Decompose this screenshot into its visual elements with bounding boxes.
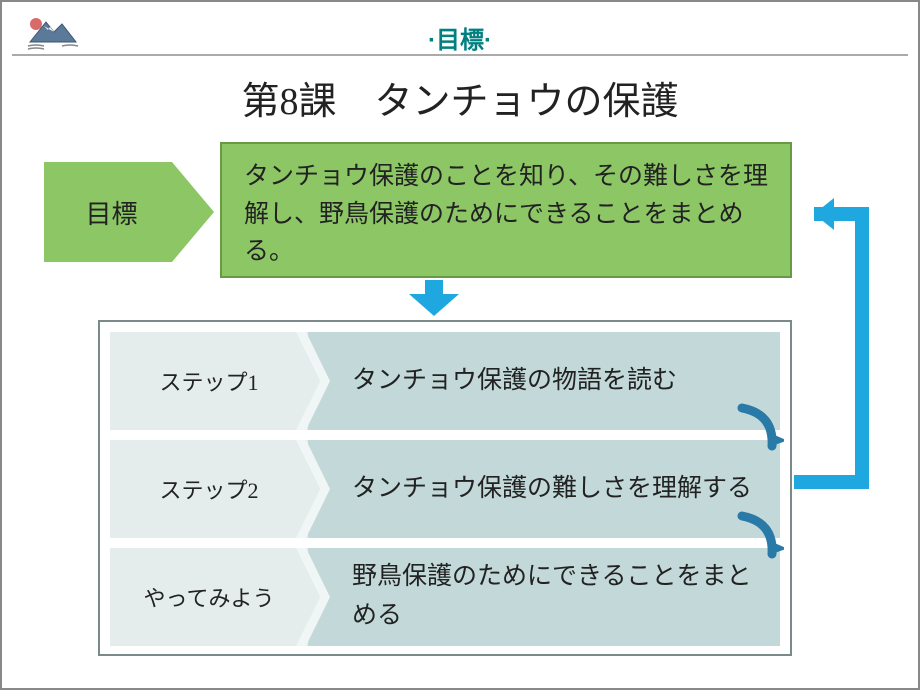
curve-arrow-icon <box>722 510 784 572</box>
step-description: タンチョウ保護の物語を読む <box>338 332 780 430</box>
chevron-right-icon <box>308 440 338 538</box>
down-arrow-icon <box>409 280 459 316</box>
step-row: ステップ2 タンチョウ保護の難しさを理解する <box>110 440 780 538</box>
lesson-title: 第8課 タンチョウの保護 <box>2 70 918 125</box>
step-row: ステップ1 タンチョウ保護の物語を読む <box>110 332 780 430</box>
chevron-right-icon <box>308 332 338 430</box>
goal-arrow-label: 目標 <box>44 162 179 262</box>
curve-arrow-icon <box>722 402 784 464</box>
steps-container: ステップ1タンチョウ保護の物語を読むステップ2タンチョウ保護の難しさを理解するや… <box>98 320 792 656</box>
feedback-arrow-icon <box>792 182 902 512</box>
step-label: やってみよう <box>110 548 308 646</box>
chevron-right-icon <box>308 548 338 646</box>
step-label: ステップ2 <box>110 440 308 538</box>
step-row: やってみよう野鳥保護のためにできることをまとめる <box>110 548 780 646</box>
step-description: 野鳥保護のためにできることをまとめる <box>338 548 780 646</box>
goal-box: タンチョウ保護のことを知り、その難しさを理解し、野鳥保護のためにできることをまと… <box>220 142 792 278</box>
step-label: ステップ1 <box>110 332 308 430</box>
step-description: タンチョウ保護の難しさを理解する <box>338 440 780 538</box>
goal-arrow: 目標 <box>44 162 214 262</box>
header-divider <box>12 54 908 56</box>
header-title: ·目標· <box>2 20 918 55</box>
